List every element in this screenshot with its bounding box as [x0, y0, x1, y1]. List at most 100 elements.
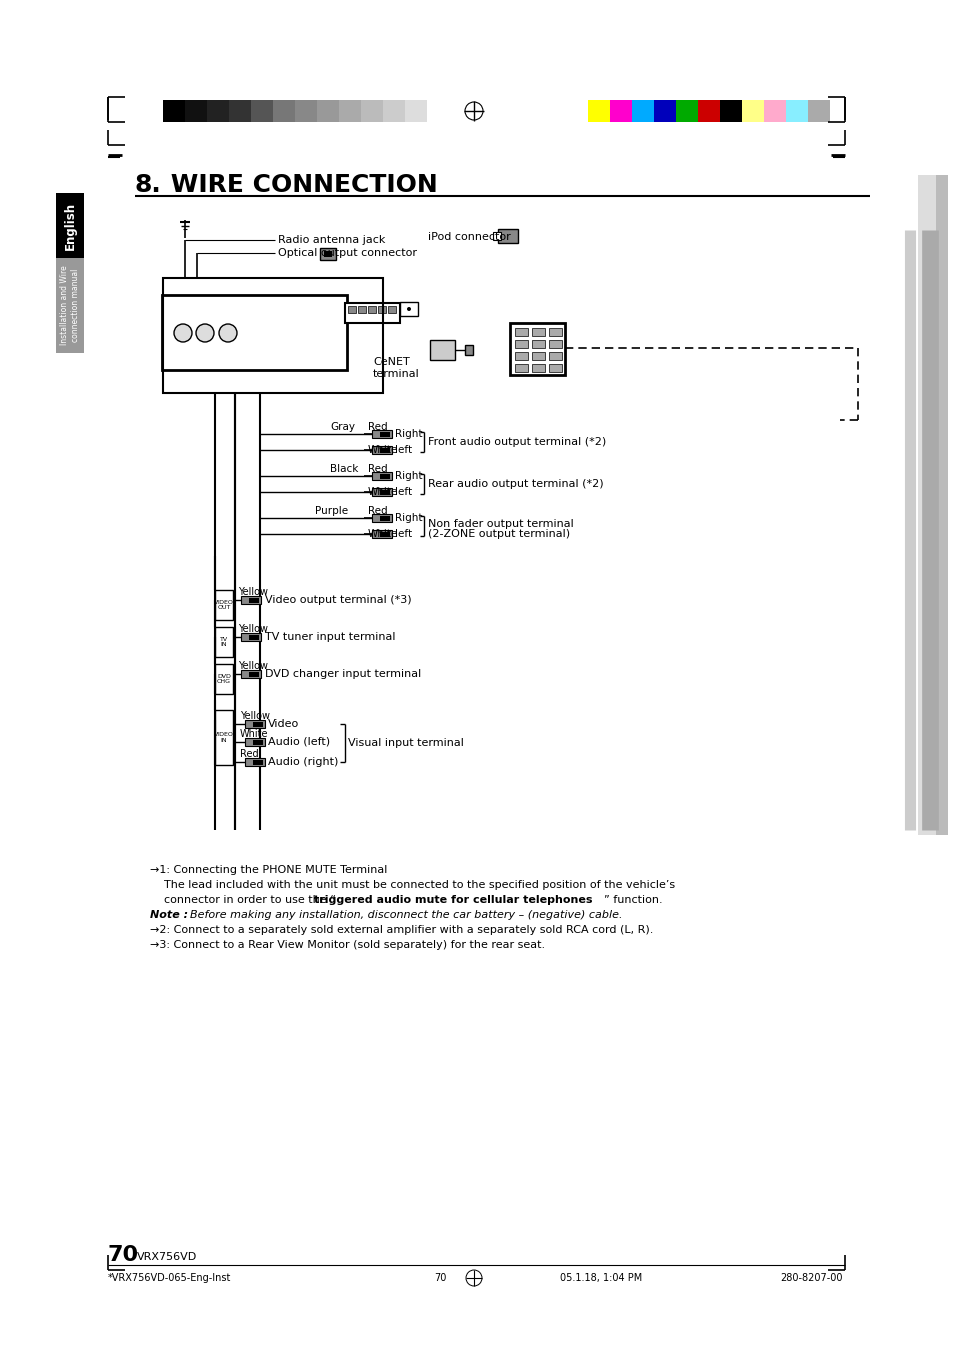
Bar — [360, 100, 382, 122]
Circle shape — [219, 324, 236, 342]
Text: Right: Right — [395, 430, 422, 439]
Text: Yellow: Yellow — [237, 661, 268, 671]
Bar — [253, 721, 263, 727]
Bar — [245, 720, 265, 728]
Text: connector in order to use the “: connector in order to use the “ — [150, 894, 335, 905]
Text: Video: Video — [268, 719, 299, 730]
Bar — [163, 278, 382, 393]
Bar — [515, 340, 527, 349]
Bar — [345, 303, 399, 323]
Bar — [609, 100, 631, 122]
Bar — [162, 295, 347, 370]
Bar — [372, 471, 392, 480]
Text: WIRE CONNECTION: WIRE CONNECTION — [162, 173, 437, 197]
Bar — [214, 711, 233, 765]
Bar — [249, 635, 258, 639]
Text: Front audio output terminal (*2): Front audio output terminal (*2) — [428, 436, 605, 447]
Bar — [241, 596, 261, 604]
Text: →2: Connect to a separately sold external amplifier with a separately sold RCA c: →2: Connect to a separately sold externa… — [150, 925, 653, 935]
Bar — [372, 446, 392, 454]
Text: Black: Black — [330, 463, 358, 474]
Text: Red: Red — [368, 507, 387, 516]
Bar — [785, 100, 807, 122]
Text: Note :: Note : — [150, 911, 192, 920]
Bar — [249, 597, 258, 603]
Bar — [510, 323, 564, 376]
Text: Red: Red — [240, 748, 258, 759]
Text: Visual input terminal: Visual input terminal — [348, 738, 463, 748]
Bar — [532, 340, 544, 349]
Bar — [493, 232, 500, 240]
Bar — [245, 758, 265, 766]
Bar — [214, 590, 233, 620]
Bar — [379, 447, 390, 453]
Text: Yellow: Yellow — [237, 586, 268, 597]
Bar — [548, 363, 561, 372]
Text: ” function.: ” function. — [603, 894, 662, 905]
Bar — [241, 670, 261, 678]
Bar — [253, 759, 263, 765]
Bar — [532, 353, 544, 359]
Bar — [368, 305, 375, 313]
Bar — [379, 516, 390, 520]
Text: Audio (right): Audio (right) — [268, 757, 338, 767]
Text: left: left — [395, 530, 412, 539]
Bar — [379, 473, 390, 478]
Text: 70: 70 — [108, 1246, 139, 1265]
Bar — [273, 100, 294, 122]
Text: Installation and Wire
connection manual: Installation and Wire connection manual — [60, 265, 80, 345]
Bar — [379, 489, 390, 494]
Text: TV
IN: TV IN — [220, 636, 228, 647]
Bar — [245, 738, 265, 746]
Bar — [405, 100, 427, 122]
Text: Gray: Gray — [330, 422, 355, 432]
Bar — [294, 100, 316, 122]
Bar — [338, 100, 360, 122]
Bar — [515, 363, 527, 372]
Bar — [654, 100, 676, 122]
Bar — [357, 305, 366, 313]
Bar — [372, 430, 392, 438]
Bar — [807, 100, 829, 122]
Text: 05.1.18, 1:04 PM: 05.1.18, 1:04 PM — [559, 1273, 641, 1283]
Text: Purple: Purple — [314, 507, 348, 516]
Text: Red: Red — [368, 422, 387, 432]
Bar — [676, 100, 698, 122]
Circle shape — [195, 324, 213, 342]
Bar — [935, 176, 947, 835]
Text: Right: Right — [395, 513, 422, 523]
Text: Before making any installation, disconnect the car battery – (negative) cable.: Before making any installation, disconne… — [190, 911, 622, 920]
Circle shape — [173, 324, 192, 342]
Text: TV tuner input terminal: TV tuner input terminal — [265, 632, 395, 642]
Bar — [253, 739, 263, 744]
Bar — [214, 627, 233, 657]
Bar — [372, 530, 392, 538]
Text: CeNET: CeNET — [373, 357, 410, 367]
Bar — [720, 100, 741, 122]
Bar — [185, 100, 207, 122]
Bar — [348, 305, 355, 313]
Text: left: left — [395, 486, 412, 497]
Text: 280-8207-00: 280-8207-00 — [780, 1273, 841, 1283]
Text: DVD changer input terminal: DVD changer input terminal — [265, 669, 421, 680]
Bar — [464, 345, 473, 355]
Bar — [532, 328, 544, 336]
Bar — [399, 303, 417, 316]
Text: Audio (left): Audio (left) — [268, 738, 330, 747]
Bar — [214, 663, 233, 694]
Bar — [388, 305, 395, 313]
Text: left: left — [395, 444, 412, 455]
Bar — [377, 305, 386, 313]
Bar — [249, 671, 258, 677]
Bar — [56, 193, 84, 258]
Text: VRX756VD: VRX756VD — [137, 1252, 197, 1262]
Bar — [548, 353, 561, 359]
Bar — [56, 258, 84, 353]
Text: Optical output connector: Optical output connector — [277, 249, 416, 258]
Bar — [319, 249, 335, 259]
Text: Rear audio output terminal (*2): Rear audio output terminal (*2) — [428, 480, 603, 489]
Text: White: White — [240, 730, 268, 739]
Text: The lead included with the unit must be connected to the specified position of t: The lead included with the unit must be … — [150, 880, 675, 890]
Text: Non fader output terminal: Non fader output terminal — [428, 519, 573, 530]
Text: Video output terminal (*3): Video output terminal (*3) — [265, 594, 411, 605]
